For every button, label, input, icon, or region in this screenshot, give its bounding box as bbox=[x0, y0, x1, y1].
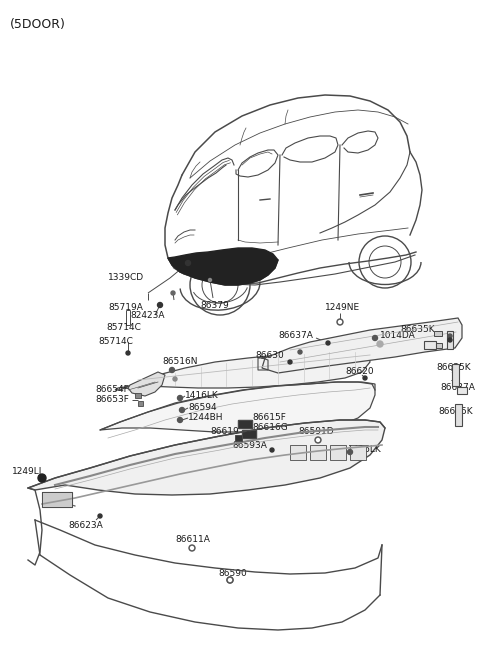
Polygon shape bbox=[100, 382, 375, 432]
Circle shape bbox=[448, 334, 452, 338]
Bar bbox=[137, 401, 143, 405]
Bar bbox=[235, 435, 241, 441]
Circle shape bbox=[171, 291, 175, 295]
Bar bbox=[434, 342, 442, 348]
Text: 85714C: 85714C bbox=[106, 323, 141, 333]
Bar bbox=[447, 331, 453, 349]
Text: 86630: 86630 bbox=[255, 350, 284, 359]
Polygon shape bbox=[242, 430, 256, 438]
Circle shape bbox=[448, 338, 452, 342]
Text: 86594: 86594 bbox=[188, 403, 216, 413]
Circle shape bbox=[337, 319, 343, 325]
Text: 86623A: 86623A bbox=[68, 520, 103, 529]
Circle shape bbox=[227, 577, 233, 583]
Circle shape bbox=[270, 448, 274, 452]
Circle shape bbox=[338, 321, 341, 323]
Circle shape bbox=[372, 335, 377, 340]
Polygon shape bbox=[168, 248, 278, 285]
Bar bbox=[434, 331, 442, 335]
Circle shape bbox=[180, 407, 184, 413]
Circle shape bbox=[227, 577, 233, 583]
Circle shape bbox=[377, 341, 383, 347]
Bar bbox=[455, 404, 461, 426]
Text: 86593A: 86593A bbox=[232, 440, 267, 449]
Text: 86637A: 86637A bbox=[440, 384, 475, 392]
Bar bbox=[457, 386, 467, 394]
Text: 86611A: 86611A bbox=[175, 535, 210, 544]
Bar bbox=[135, 392, 141, 398]
Text: (5DOOR): (5DOOR) bbox=[10, 18, 66, 31]
Text: 86635K: 86635K bbox=[400, 325, 434, 335]
Bar bbox=[350, 445, 366, 460]
Circle shape bbox=[326, 341, 330, 345]
Polygon shape bbox=[262, 318, 462, 373]
Circle shape bbox=[242, 422, 246, 426]
Text: 86615F: 86615F bbox=[252, 413, 286, 422]
Polygon shape bbox=[42, 492, 72, 507]
Text: 86590: 86590 bbox=[218, 569, 247, 577]
Text: 1249LJ: 1249LJ bbox=[12, 468, 42, 476]
Text: 86379: 86379 bbox=[200, 300, 229, 310]
Bar bbox=[452, 364, 458, 386]
Circle shape bbox=[126, 351, 130, 355]
Text: 1249NE: 1249NE bbox=[325, 304, 360, 312]
Polygon shape bbox=[238, 420, 252, 428]
Text: 85714C: 85714C bbox=[98, 337, 133, 346]
Circle shape bbox=[228, 579, 231, 581]
Text: 85719A: 85719A bbox=[108, 304, 143, 312]
Polygon shape bbox=[115, 350, 370, 390]
Bar bbox=[424, 341, 436, 349]
Circle shape bbox=[363, 376, 367, 380]
Circle shape bbox=[189, 545, 195, 551]
Text: 86635K: 86635K bbox=[438, 407, 473, 417]
Circle shape bbox=[246, 432, 250, 436]
Text: 86635K: 86635K bbox=[436, 363, 470, 373]
Bar bbox=[330, 445, 346, 460]
Circle shape bbox=[178, 396, 182, 401]
Text: 86616G: 86616G bbox=[252, 424, 288, 432]
Circle shape bbox=[98, 514, 102, 518]
Text: 86637A: 86637A bbox=[278, 331, 313, 340]
Text: 82423A: 82423A bbox=[130, 310, 165, 319]
Text: 1339CD: 1339CD bbox=[108, 274, 144, 283]
Circle shape bbox=[315, 437, 321, 443]
Polygon shape bbox=[128, 372, 165, 396]
Bar bbox=[290, 445, 306, 460]
Circle shape bbox=[316, 438, 320, 441]
Circle shape bbox=[288, 360, 292, 364]
Text: 86620: 86620 bbox=[345, 367, 373, 377]
Text: 1416LK: 1416LK bbox=[185, 390, 219, 400]
Circle shape bbox=[38, 474, 46, 482]
Text: 86654F: 86654F bbox=[95, 386, 129, 394]
Circle shape bbox=[169, 367, 175, 373]
Text: 86591D: 86591D bbox=[298, 428, 334, 436]
Text: 86619: 86619 bbox=[210, 428, 239, 436]
Text: 86653F: 86653F bbox=[95, 396, 129, 405]
Circle shape bbox=[178, 417, 182, 422]
Text: 1244BH: 1244BH bbox=[188, 413, 224, 422]
Circle shape bbox=[157, 302, 163, 308]
Circle shape bbox=[208, 279, 212, 281]
Circle shape bbox=[185, 260, 191, 266]
Circle shape bbox=[228, 579, 231, 581]
Text: 1416LK: 1416LK bbox=[348, 445, 382, 455]
Text: 86516N: 86516N bbox=[162, 358, 197, 367]
Bar bbox=[310, 445, 326, 460]
Circle shape bbox=[173, 377, 177, 381]
Circle shape bbox=[191, 546, 193, 550]
Polygon shape bbox=[28, 420, 385, 495]
Bar bbox=[182, 258, 212, 270]
Circle shape bbox=[298, 350, 302, 354]
Circle shape bbox=[348, 449, 352, 455]
Text: 1014DA: 1014DA bbox=[380, 331, 416, 340]
